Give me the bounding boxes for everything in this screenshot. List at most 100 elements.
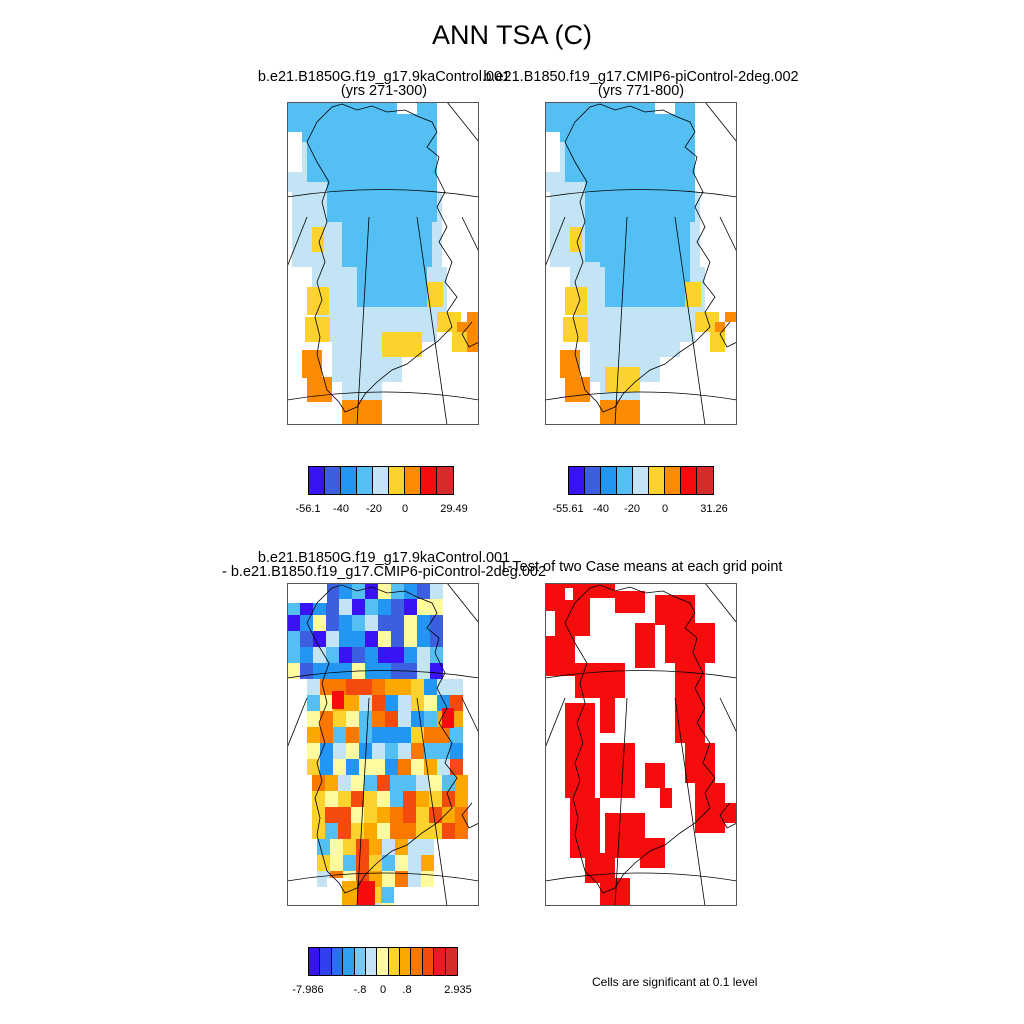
grid-cell — [725, 803, 737, 823]
grid-cell — [313, 631, 326, 647]
colorbar-swatch — [422, 948, 435, 975]
grid-cell — [452, 332, 467, 352]
grid-cell — [429, 775, 442, 791]
grid-cell — [313, 663, 326, 679]
grid-cell — [421, 839, 434, 855]
grid-cell — [575, 663, 625, 698]
colorbar-label: -40 — [593, 503, 609, 515]
colorbar-swatch — [325, 467, 341, 494]
coastline — [461, 802, 479, 829]
grid-cell — [346, 759, 359, 775]
colorbar-swatch — [400, 948, 412, 975]
grid-cell — [685, 743, 715, 783]
grid-cell — [326, 647, 339, 663]
longitude-line — [719, 697, 737, 734]
colorbar-swatch — [309, 948, 321, 975]
grid-cell — [312, 823, 325, 839]
significance-note: Cells are significant at 0.1 level — [592, 975, 758, 989]
grid-cell — [640, 332, 680, 357]
grid-cell — [645, 763, 665, 788]
grid-cell — [365, 615, 378, 631]
grid-cell — [565, 142, 695, 182]
longitude-line — [545, 216, 566, 268]
grid-cell — [372, 743, 385, 759]
grid-cell — [320, 695, 333, 711]
colorbar-swatch — [681, 467, 697, 494]
map-frame — [545, 102, 737, 425]
panel2-title-line2: (yrs 771-800) — [597, 83, 685, 99]
panel1-title-line1: b.e21.B1850G.f19_g17.9kaControl.001 — [257, 69, 511, 85]
grid-cell — [339, 583, 352, 599]
grid-cell — [437, 312, 461, 332]
grid-cell — [655, 102, 675, 114]
grid-cell — [300, 631, 313, 647]
grid-cell — [287, 583, 327, 603]
main-title: ANN TSA (C) — [431, 20, 593, 50]
grid-cell — [382, 332, 422, 357]
grid-cell — [320, 679, 333, 695]
grid-cell — [313, 615, 326, 631]
grid-cell — [359, 727, 372, 743]
grid-cell — [369, 855, 382, 871]
grid-cell — [307, 679, 320, 695]
colorbar-swatch — [585, 467, 601, 494]
colorbar-swatch — [665, 467, 681, 494]
grid-cell — [300, 615, 313, 631]
grid-cell — [312, 227, 324, 252]
grid-cell — [342, 881, 357, 906]
grid-cell — [351, 791, 364, 807]
panel3-title-line2: - b.e21.B1850.f19_g17.CMIP6-piControl-2d… — [221, 564, 547, 580]
grid-cell — [352, 647, 365, 663]
colorbar-label: -.8 — [353, 984, 367, 996]
colorbar-label: 31.26 — [700, 503, 728, 515]
colorbar-swatch — [320, 948, 332, 975]
latitude-line — [287, 391, 479, 401]
grid-cell — [390, 807, 403, 823]
longitude-line — [614, 216, 628, 425]
grid-cell — [705, 102, 737, 312]
grid-cell — [351, 775, 364, 791]
coastline — [564, 584, 716, 894]
latitude-line — [287, 189, 479, 198]
grid-cell — [398, 727, 411, 743]
grid-cell — [555, 611, 590, 636]
grid-cell — [338, 807, 351, 823]
grid-cell — [430, 615, 443, 631]
grid-cell — [450, 679, 463, 695]
grid-cell — [307, 743, 320, 759]
coastline — [719, 321, 737, 348]
grid-cell — [424, 743, 437, 759]
grid-cell — [333, 711, 346, 727]
grid-cell — [343, 839, 356, 855]
grid-cell — [312, 807, 325, 823]
grid-cell — [563, 317, 588, 342]
colorbar-label: .8 — [402, 984, 412, 996]
grid-cell — [338, 775, 351, 791]
grid-cell — [378, 631, 391, 647]
colorbar-label: 0 — [661, 503, 669, 515]
grid-cell — [421, 855, 434, 871]
colorbar-swatch — [365, 948, 378, 975]
grid-cell — [381, 887, 394, 903]
grid-cell — [326, 583, 339, 599]
grid-cell — [408, 855, 421, 871]
colorbar-label: 0 — [379, 984, 387, 996]
grid-cell — [391, 583, 404, 599]
grid-cell — [307, 287, 329, 315]
grid-cell — [342, 400, 382, 425]
longitude-line — [674, 697, 706, 906]
longitude-line — [719, 216, 737, 253]
longitude-line — [356, 216, 370, 425]
grid-cell — [364, 791, 377, 807]
grid-cell — [655, 595, 695, 625]
grid-cell — [346, 695, 359, 711]
grid-cell — [287, 631, 300, 647]
grid-cell — [404, 647, 417, 663]
grid-cell — [455, 775, 468, 791]
grid-cell — [565, 287, 587, 315]
grid-cell — [365, 631, 378, 647]
grid-cell — [430, 647, 443, 663]
grid-cell — [307, 727, 320, 743]
longitude-line — [356, 697, 370, 906]
grid-cell — [377, 823, 390, 839]
